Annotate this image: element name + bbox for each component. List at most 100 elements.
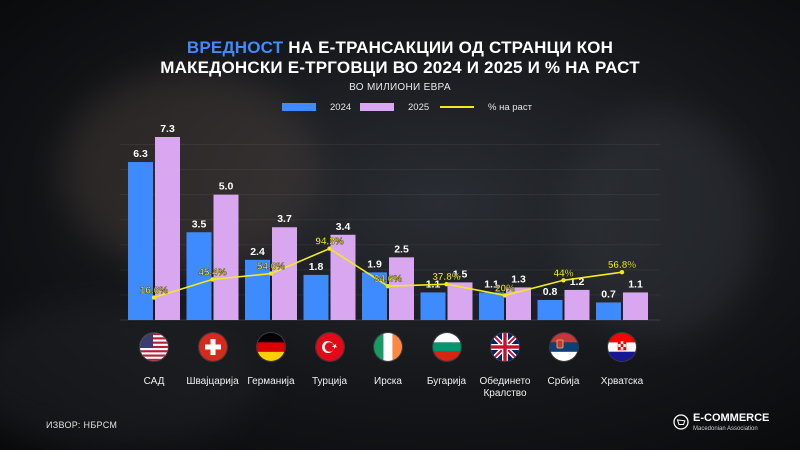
bar-2025-4 (389, 257, 414, 320)
bar-2024-2 (245, 259, 270, 320)
growth-point-7 (561, 278, 566, 283)
country-label-line: Србија (547, 376, 580, 387)
value-label-2024-0: 6.3 (133, 148, 148, 160)
growth-label-7: 44% (553, 268, 573, 279)
bar-2025-6 (506, 287, 531, 320)
value-label-2025-8: 1.1 (628, 278, 643, 290)
background-laptop-shape (0, 300, 260, 450)
growth-label-3: 94.3% (315, 237, 343, 248)
bar-2024-8 (596, 302, 621, 320)
bar-2025-1 (213, 194, 239, 320)
country-label-line: Обединето (479, 376, 531, 387)
growth-label-1: 45.4% (198, 267, 226, 278)
us-flag (140, 333, 168, 361)
country-label-line: Турција (311, 376, 348, 387)
legend-item-2025: 2025 (360, 102, 429, 113)
country-label-6: Обединето Кралство (460, 376, 550, 400)
growth-label-4: 34.6% (374, 274, 402, 285)
bar-2025-7 (564, 289, 590, 320)
country-label-1: Швајцарија (168, 376, 258, 388)
background-shape (560, 110, 760, 340)
growth-point-1 (210, 277, 215, 282)
bar-2025-8 (623, 292, 648, 320)
growth-point-5 (444, 281, 449, 287)
bulgaria-flag (432, 333, 461, 361)
country-label-line: Германија (247, 376, 295, 387)
country-label-2: Германија (226, 376, 316, 388)
growth-label-6: 20% (495, 283, 515, 294)
legend-label-2024: 2024 (330, 102, 352, 113)
legend-swatch-growth (440, 106, 474, 109)
source-note: ИЗВОР: НБРСМ (46, 420, 118, 430)
country-label-4: Ирска (343, 376, 433, 388)
legend-swatch-2024 (282, 103, 316, 112)
value-label-2024-4: 1.9 (367, 258, 382, 270)
growth-point-3 (327, 246, 332, 251)
growth-point-2 (268, 271, 274, 276)
growth-point-4 (385, 284, 391, 289)
legend-label-2025: 2025 (408, 102, 430, 113)
country-label-8: Хрватска (577, 376, 667, 388)
turkey-flag (315, 333, 344, 361)
bar-2024-7 (537, 299, 563, 320)
country-label-line: Ирска (374, 376, 402, 387)
legend-item-2024: 2024 (282, 102, 351, 113)
chart-unit: ВО МИЛИОНИ ЕВРА (349, 82, 451, 93)
bar-2024-6 (479, 292, 504, 320)
value-label-2025-3: 3.4 (336, 221, 351, 233)
growth-point-0 (151, 295, 157, 300)
bar-2024-3 (303, 274, 329, 320)
growth-label-8: 56.8% (608, 260, 636, 271)
bar-2025-2 (272, 227, 297, 320)
chart-title: ВРЕДНОСТ НА Е-ТРАНСАКЦИИ ОД СТРАНЦИ КОН … (0, 38, 800, 78)
legend-item-growth: % на раст (440, 102, 532, 113)
value-label-2025-4: 2.5 (394, 243, 409, 255)
country-label-line: САД (143, 376, 165, 387)
bar-2025-3 (330, 234, 356, 320)
country-label-3: Турција (285, 376, 375, 388)
logo-mark-icon (673, 414, 689, 430)
country-label-5: Бугарија (402, 376, 492, 388)
title-highlight: ВРЕДНОСТ (186, 38, 284, 57)
country-label-line: Бугарија (426, 376, 467, 387)
value-label-2025-2: 3.7 (277, 213, 292, 225)
serbia-flag (549, 333, 578, 361)
value-label-2025-5: 1.5 (453, 268, 468, 280)
country-label-line: Хрватска (600, 376, 644, 387)
legend-swatch-2025 (360, 103, 394, 112)
growth-label-5: 37.8% (432, 272, 460, 283)
value-label-2024-6: 1.1 (484, 278, 499, 290)
value-label-2024-2: 2.4 (250, 246, 265, 258)
country-label-7: Србија (519, 376, 609, 388)
value-label-2024-7: 0.8 (543, 286, 558, 298)
legend-label-growth: % на раст (488, 102, 532, 113)
value-label-2024-8: 0.7 (601, 288, 616, 300)
bar-2024-1 (186, 232, 212, 320)
bar-2024-4 (362, 272, 387, 320)
uk-flag (491, 333, 519, 361)
value-label-2025-0: 7.3 (160, 123, 175, 135)
switzerland-flag (198, 333, 227, 361)
country-label-0: САД (109, 376, 199, 388)
growth-label-2: 54.6% (257, 262, 285, 273)
title-line2: МАКЕДОНСКИ Е-ТРГОВЦИ ВО 2024 И 2025 И % … (160, 58, 640, 77)
logo-text-line2: Macedonian Association (693, 426, 758, 432)
growth-point-8 (619, 270, 625, 275)
title-line1: НА Е-ТРАНСАКЦИИ ОД СТРАНЦИ КОН (283, 38, 614, 57)
value-label-2024-3: 1.8 (309, 261, 324, 273)
croatia-flag (608, 333, 636, 361)
growth-point-6 (502, 293, 508, 298)
logo-text-line1: E-COMMERCE (693, 412, 770, 424)
value-label-2025-6: 1.3 (511, 273, 526, 285)
ireland-flag (374, 333, 402, 361)
bar-2025-0 (155, 137, 180, 320)
value-label-2025-1: 5.0 (219, 181, 234, 193)
germany-flag (257, 333, 285, 361)
bar-2024-5 (420, 292, 446, 320)
value-label-2024-1: 3.5 (192, 218, 207, 230)
growth-label-0: 16.6% (140, 286, 168, 297)
bar-2024-0 (128, 162, 153, 320)
country-label-line: Швајцарија (186, 376, 239, 387)
country-label-line: Кралство (483, 388, 527, 399)
